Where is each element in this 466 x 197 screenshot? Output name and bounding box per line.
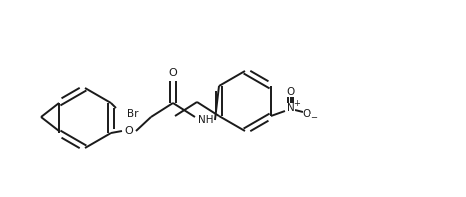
- Text: −: −: [310, 113, 317, 123]
- Text: O: O: [287, 87, 295, 97]
- Text: NH: NH: [198, 115, 214, 125]
- Text: O: O: [124, 126, 133, 136]
- Text: N: N: [287, 103, 295, 113]
- Text: O: O: [169, 68, 178, 78]
- Text: +: +: [294, 98, 301, 108]
- Text: O: O: [303, 109, 311, 119]
- Text: Br: Br: [127, 109, 138, 119]
